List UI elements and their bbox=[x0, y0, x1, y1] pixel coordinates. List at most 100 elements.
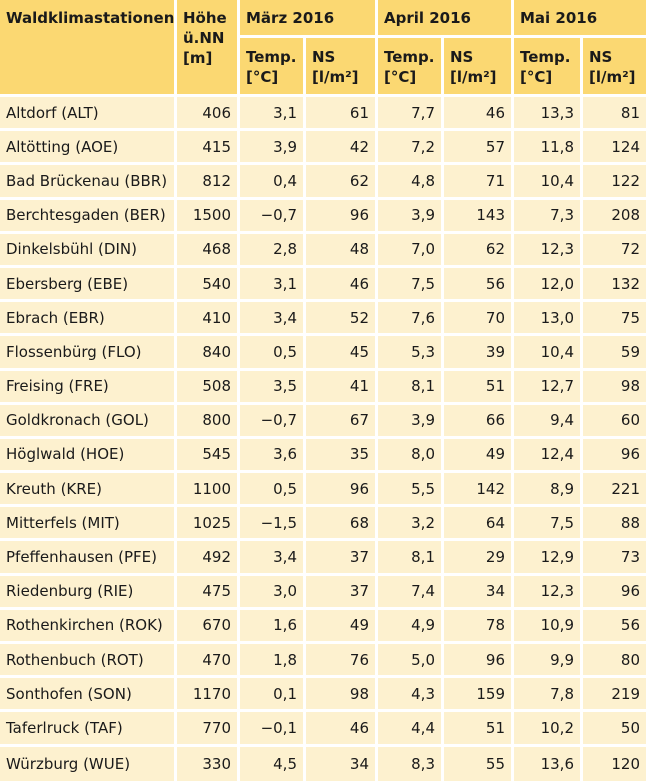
cell-altitude: 406 bbox=[177, 97, 240, 132]
table-row: Sonthofen (SON) 1170 0,1 98 4,3 159 7,8 219 bbox=[0, 678, 646, 713]
table-row: Ebrach (EBR) 410 3,4 52 7,6 70 13,0 75 bbox=[0, 302, 646, 337]
cell-temp-may: 10,4 bbox=[514, 165, 583, 200]
table-row: Riedenburg (RIE) 475 3,0 37 7,4 34 12,3 96 bbox=[0, 575, 646, 610]
cell-temp-march: 3,4 bbox=[240, 302, 306, 337]
cell-temp-may: 11,8 bbox=[514, 131, 583, 166]
table-row: Rothenkirchen (ROK) 670 1,6 49 4,9 78 10,9 56 bbox=[0, 609, 646, 644]
cell-ns-april: 56 bbox=[444, 267, 514, 303]
cell-altitude: 492 bbox=[177, 541, 240, 576]
cell-temp-march: 3,0 bbox=[240, 575, 306, 610]
cell-ns-march: 98 bbox=[306, 678, 378, 713]
cell-temp-april: 8,1 bbox=[378, 541, 444, 576]
cell-ns-march: 76 bbox=[306, 644, 378, 679]
cell-station: Kreuth (KRE) bbox=[0, 473, 177, 508]
cell-altitude: 470 bbox=[177, 644, 240, 679]
table-row: Flossenbürg (FLO) 840 0,5 45 5,3 39 10,4 59 bbox=[0, 336, 646, 371]
cell-station: Ebrach (EBR) bbox=[0, 302, 177, 337]
cell-station: Würzburg (WUE) bbox=[0, 746, 177, 781]
cell-station: Taferlruck (TAF) bbox=[0, 712, 177, 747]
header-month-may: Mai 2016 bbox=[514, 0, 646, 38]
cell-ns-march: 52 bbox=[306, 302, 378, 337]
cell-temp-april: 3,9 bbox=[378, 199, 444, 234]
cell-altitude: 770 bbox=[177, 712, 240, 747]
table-row: Höglwald (HOE) 545 3,6 35 8,0 49 12,4 96 bbox=[0, 438, 646, 474]
cell-temp-march: 3,6 bbox=[240, 438, 306, 474]
table-row: Goldkronach (GOL) 800 −0,7 67 3,9 66 9,4 60 bbox=[0, 404, 646, 439]
cell-temp-april: 5,5 bbox=[378, 473, 444, 508]
cell-temp-march: 3,1 bbox=[240, 97, 306, 132]
header-ns-may: NS [l/m²] bbox=[583, 38, 646, 97]
cell-temp-april: 3,9 bbox=[378, 404, 444, 439]
cell-temp-may: 7,5 bbox=[514, 507, 583, 542]
cell-temp-march: 1,8 bbox=[240, 644, 306, 679]
cell-station: Mitterfels (MIT) bbox=[0, 507, 177, 542]
cell-altitude: 410 bbox=[177, 302, 240, 337]
header-month-march: März 2016 bbox=[240, 0, 378, 38]
cell-altitude: 545 bbox=[177, 438, 240, 474]
cell-ns-may: 80 bbox=[583, 644, 646, 679]
cell-station: Altötting (AOE) bbox=[0, 131, 177, 166]
cell-temp-march: −0,1 bbox=[240, 712, 306, 747]
cell-ns-may: 221 bbox=[583, 473, 646, 508]
header-station: Waldklimastationen bbox=[0, 0, 177, 97]
cell-temp-march: −0,7 bbox=[240, 199, 306, 234]
cell-station: Goldkronach (GOL) bbox=[0, 404, 177, 439]
cell-station: Pfeffenhausen (PFE) bbox=[0, 541, 177, 576]
cell-ns-may: 59 bbox=[583, 336, 646, 371]
cell-ns-march: 62 bbox=[306, 165, 378, 200]
cell-temp-march: 0,4 bbox=[240, 165, 306, 200]
cell-ns-may: 60 bbox=[583, 404, 646, 439]
cell-temp-may: 10,4 bbox=[514, 336, 583, 371]
cell-ns-may: 56 bbox=[583, 609, 646, 644]
table-row: Freising (FRE) 508 3,5 41 8,1 51 12,7 98 bbox=[0, 370, 646, 405]
cell-temp-april: 4,4 bbox=[378, 712, 444, 747]
cell-altitude: 800 bbox=[177, 404, 240, 439]
cell-ns-april: 49 bbox=[444, 438, 514, 474]
table-body: Altdorf (ALT) 406 3,1 61 7,7 46 13,3 81 Altöttin… bbox=[0, 97, 646, 781]
cell-ns-april: 34 bbox=[444, 575, 514, 610]
cell-altitude: 812 bbox=[177, 165, 240, 200]
cell-temp-may: 10,2 bbox=[514, 712, 583, 747]
cell-ns-april: 57 bbox=[444, 131, 514, 166]
cell-ns-may: 219 bbox=[583, 678, 646, 713]
cell-temp-april: 7,5 bbox=[378, 267, 444, 303]
cell-ns-april: 142 bbox=[444, 473, 514, 508]
cell-temp-april: 4,3 bbox=[378, 678, 444, 713]
cell-temp-may: 13,3 bbox=[514, 97, 583, 132]
cell-ns-april: 66 bbox=[444, 404, 514, 439]
cell-ns-april: 46 bbox=[444, 97, 514, 132]
cell-temp-march: 4,5 bbox=[240, 746, 306, 781]
cell-ns-may: 120 bbox=[583, 746, 646, 781]
cell-ns-march: 37 bbox=[306, 575, 378, 610]
cell-temp-april: 8,0 bbox=[378, 438, 444, 474]
cell-temp-april: 7,2 bbox=[378, 131, 444, 166]
header-month-april: April 2016 bbox=[378, 0, 514, 38]
cell-ns-april: 51 bbox=[444, 712, 514, 747]
cell-temp-may: 12,3 bbox=[514, 233, 583, 268]
cell-ns-april: 39 bbox=[444, 336, 514, 371]
cell-temp-march: 0,5 bbox=[240, 336, 306, 371]
cell-temp-april: 4,9 bbox=[378, 609, 444, 644]
header-temp-april: Temp. [°C] bbox=[378, 38, 444, 97]
cell-ns-may: 81 bbox=[583, 97, 646, 132]
table-row: Berchtesgaden (BER) 1500 −0,7 96 3,9 143 7,3 20… bbox=[0, 199, 646, 234]
cell-station: Ebersberg (EBE) bbox=[0, 267, 177, 303]
cell-ns-march: 41 bbox=[306, 370, 378, 405]
cell-ns-april: 55 bbox=[444, 746, 514, 781]
cell-temp-april: 5,3 bbox=[378, 336, 444, 371]
cell-station: Bad Brückenau (BBR) bbox=[0, 165, 177, 200]
cell-altitude: 1500 bbox=[177, 199, 240, 234]
cell-station: Rothenkirchen (ROK) bbox=[0, 609, 177, 644]
cell-altitude: 1025 bbox=[177, 507, 240, 542]
cell-ns-may: 124 bbox=[583, 131, 646, 166]
header-temp-may: Temp. [°C] bbox=[514, 38, 583, 97]
cell-temp-march: 1,6 bbox=[240, 609, 306, 644]
table-row: Rothenbuch (ROT) 470 1,8 76 5,0 96 9,9 80 bbox=[0, 644, 646, 679]
cell-ns-april: 159 bbox=[444, 678, 514, 713]
cell-altitude: 415 bbox=[177, 131, 240, 166]
cell-altitude: 468 bbox=[177, 233, 240, 268]
cell-ns-may: 50 bbox=[583, 712, 646, 747]
cell-station: Rothenbuch (ROT) bbox=[0, 644, 177, 679]
header-ns-march: NS [l/m²] bbox=[306, 38, 378, 97]
cell-temp-march: 2,8 bbox=[240, 233, 306, 268]
